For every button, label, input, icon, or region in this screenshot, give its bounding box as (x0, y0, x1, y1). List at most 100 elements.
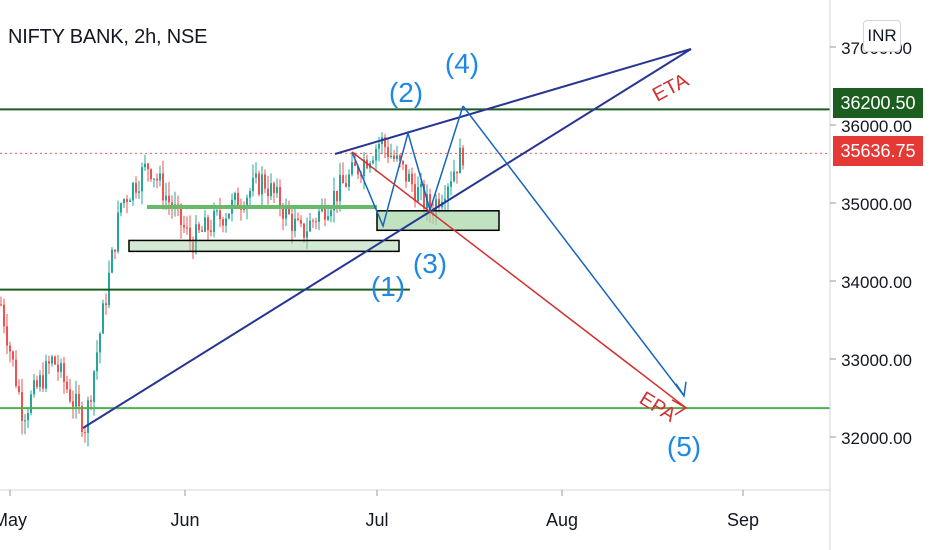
epa-arrow-head (671, 399, 688, 416)
candle-body (312, 220, 314, 222)
currency-badge[interactable]: INR (863, 20, 901, 52)
candle-body (144, 163, 146, 168)
candle-body (420, 184, 422, 188)
candle-body (3, 304, 5, 327)
candle-body (51, 356, 53, 364)
candle-body (36, 380, 38, 387)
candle-body (72, 401, 74, 407)
candle-body (39, 375, 41, 387)
candle-body (288, 206, 290, 214)
candle-body (429, 194, 431, 212)
candle-body (0, 304, 2, 306)
candle-body (162, 173, 164, 201)
chart-title: NIFTY BANK, 2h, NSE (8, 26, 208, 48)
candle-body (261, 174, 263, 195)
candle-body (159, 173, 161, 181)
candle-body (375, 148, 377, 161)
candle-body (450, 181, 452, 187)
eta-arrow-head (675, 381, 687, 398)
candle-body (294, 218, 296, 232)
candle-body (324, 205, 326, 220)
candle-body (81, 406, 83, 433)
candle-body (357, 166, 359, 175)
candle-body (189, 227, 191, 242)
candle-body (33, 380, 35, 395)
candle-body (414, 184, 416, 202)
candle-body (126, 199, 128, 203)
wave-label-2: (2) (389, 77, 423, 108)
candle-body (303, 223, 305, 238)
epa-label: EPA (635, 388, 680, 427)
candle-body (309, 220, 311, 232)
candle-body (201, 230, 203, 232)
candle-body (240, 208, 242, 210)
candle-body (99, 333, 101, 353)
eta-arrow-line[interactable] (462, 105, 685, 397)
candle-body (456, 171, 458, 174)
candle-body (156, 178, 158, 181)
candle-body (111, 249, 113, 273)
y-tick-label: 33000.00 (841, 351, 912, 370)
wave-label-5: (5) (667, 431, 701, 462)
x-tick-label: Jun (170, 510, 199, 530)
candle-body (114, 249, 116, 252)
demand-zone-lower[interactable] (128, 239, 400, 253)
candle-body (165, 195, 167, 201)
rising-trendline-lower[interactable] (82, 48, 692, 429)
candle-body (132, 182, 134, 201)
candle-body (348, 174, 350, 187)
candle-body (60, 363, 62, 372)
candle-body (327, 216, 329, 220)
candle-body (186, 227, 188, 229)
candle-body (306, 231, 308, 238)
candle-body (255, 173, 257, 178)
candle-body (87, 400, 89, 434)
candle-body (168, 195, 170, 203)
x-tick-label: May (0, 510, 27, 530)
candle-body (66, 381, 68, 390)
candle-body (297, 218, 299, 220)
candle-body (213, 210, 215, 232)
candle-body (264, 174, 266, 189)
wave-label-4: (4) (445, 48, 479, 79)
candle-body (141, 167, 143, 192)
candle-body (219, 210, 221, 220)
candle-body (195, 224, 197, 253)
demand-zone-upper[interactable] (376, 210, 500, 232)
resistance-price-tag: 36200.50 (833, 88, 923, 118)
candle-body (228, 213, 230, 219)
candle-body (459, 147, 461, 174)
candle-body (207, 217, 209, 231)
elliott-wave-path[interactable] (351, 105, 464, 229)
candle-body (177, 204, 179, 206)
candle-body (351, 162, 353, 175)
y-tick-label: 36000.00 (841, 117, 912, 136)
candle-body (225, 218, 227, 226)
epa-arrow-line[interactable] (351, 151, 687, 409)
candle-body (453, 171, 455, 182)
candle-body (276, 187, 278, 194)
candle-body (279, 187, 281, 209)
candle-body (372, 160, 374, 164)
y-tick-label: 34000.00 (841, 273, 912, 292)
candle-body (417, 187, 419, 202)
candle-body (234, 192, 236, 200)
candle-body (210, 230, 212, 232)
eta-label: ETA (649, 69, 693, 106)
candle-body (411, 173, 413, 185)
candle-body (69, 389, 71, 402)
candle-body (363, 159, 365, 177)
candle-body (252, 177, 254, 192)
candle-body (138, 191, 140, 193)
candle-body (45, 361, 47, 389)
rising-trendline-upper[interactable] (334, 48, 692, 155)
candle-body (249, 191, 251, 198)
candle-body (54, 356, 56, 365)
candle-body (423, 184, 425, 209)
candle-body (147, 163, 149, 170)
candle-body (150, 169, 152, 180)
candle-body (180, 204, 182, 226)
candle-body (90, 400, 92, 402)
candle-body (270, 183, 272, 197)
